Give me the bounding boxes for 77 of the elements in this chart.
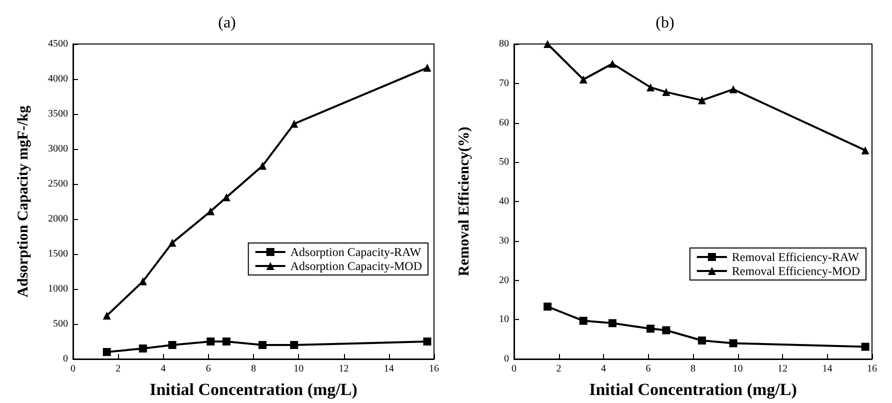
point	[423, 338, 432, 346]
x-tick-label: 4	[601, 364, 606, 374]
y-tick-label: 10	[499, 314, 509, 326]
x-tick-label: 4	[160, 364, 166, 374]
point	[698, 336, 706, 344]
point	[729, 85, 738, 94]
point	[168, 341, 176, 349]
point	[698, 96, 706, 104]
point	[258, 341, 267, 349]
point	[646, 324, 654, 333]
y-tick-label: 4000	[48, 74, 68, 84]
x-tick-label: 2	[116, 364, 121, 374]
y-tick-label: 0	[504, 354, 509, 364]
chart-title: (a)	[218, 14, 236, 32]
point	[168, 238, 176, 247]
x-tick-label: 16	[867, 364, 877, 374]
x-tick-label: 14	[384, 364, 394, 374]
point	[423, 64, 432, 72]
x-tick-label: 6	[646, 364, 651, 374]
x-tick-label: 8	[251, 364, 256, 374]
legend-label: Removal Efficiency-MOD	[732, 264, 860, 278]
point	[222, 193, 230, 202]
point	[608, 60, 616, 68]
y-axis-title: Removal Efficiency(%)	[456, 126, 472, 276]
point	[206, 338, 215, 346]
point	[102, 312, 111, 320]
y-tick-label: 1500	[48, 248, 68, 260]
y-tick-label: 3000	[48, 144, 68, 154]
x-tick-label: 12	[338, 364, 349, 374]
x-tick-label: 16	[429, 364, 439, 374]
x-tick-label: 0	[70, 364, 76, 374]
y-tick-label: 4500	[48, 38, 68, 50]
point	[579, 316, 588, 325]
x-tick-label: 6	[206, 364, 211, 374]
point	[662, 326, 670, 334]
y-tick-label: 3500	[48, 108, 68, 120]
point	[138, 344, 147, 352]
point	[544, 302, 552, 311]
y-tick-label: 500	[53, 318, 68, 330]
x-tick-label: 14	[822, 364, 832, 374]
y-tick-label: 2000	[48, 214, 68, 224]
chart-title: (b)	[656, 14, 674, 32]
y-tick-label: 0	[63, 354, 68, 364]
point	[729, 339, 738, 348]
x-tick-label: 10	[732, 364, 743, 374]
x-tick-label: 8	[690, 364, 696, 374]
legend-label: Adsorption Capacity-RAW	[290, 245, 422, 259]
point	[258, 162, 267, 170]
x-tick-label: 0	[512, 364, 516, 374]
point	[662, 88, 670, 96]
x-tick-label: 10	[294, 364, 304, 374]
y-tick-label: 40	[499, 196, 509, 207]
x-axis-title: Initial Concentration (mg/L)	[150, 380, 358, 399]
point	[206, 207, 215, 216]
point	[646, 83, 654, 92]
y-tick-label: 70	[499, 78, 509, 89]
legend-label: Removal Efficiency-RAW	[732, 250, 860, 264]
x-tick-label: 2	[556, 364, 562, 374]
y-tick-label: 1000	[48, 284, 68, 294]
y-tick-label: 80	[499, 38, 509, 50]
y-tick-label: 20	[499, 274, 509, 286]
y-axis-title: Adsorption Capacity mgF-/kg	[16, 105, 32, 298]
point	[102, 348, 111, 356]
point	[861, 342, 870, 351]
point	[608, 319, 616, 328]
y-tick-label: 30	[499, 235, 509, 246]
point	[579, 75, 588, 84]
point	[861, 146, 870, 154]
legend-label: Adsorption Capacity-MOD	[290, 259, 422, 273]
y-tick-label: 60	[499, 117, 509, 128]
y-tick-label: 50	[499, 156, 509, 168]
point	[222, 338, 230, 346]
x-tick-label: 12	[778, 364, 788, 374]
y-tick-label: 2500	[48, 178, 68, 190]
x-axis-title: Initial Concentration (mg/L)	[589, 380, 797, 399]
point	[290, 120, 298, 128]
point	[290, 341, 298, 349]
